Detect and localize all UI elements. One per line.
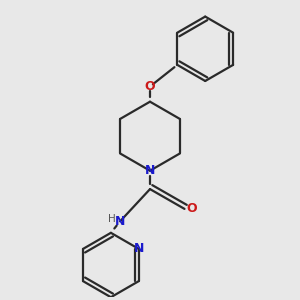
Text: N: N <box>145 164 155 177</box>
Text: O: O <box>186 202 197 215</box>
Text: H: H <box>108 214 116 224</box>
Text: O: O <box>145 80 155 93</box>
Text: N: N <box>115 215 125 228</box>
Text: N: N <box>134 242 144 255</box>
